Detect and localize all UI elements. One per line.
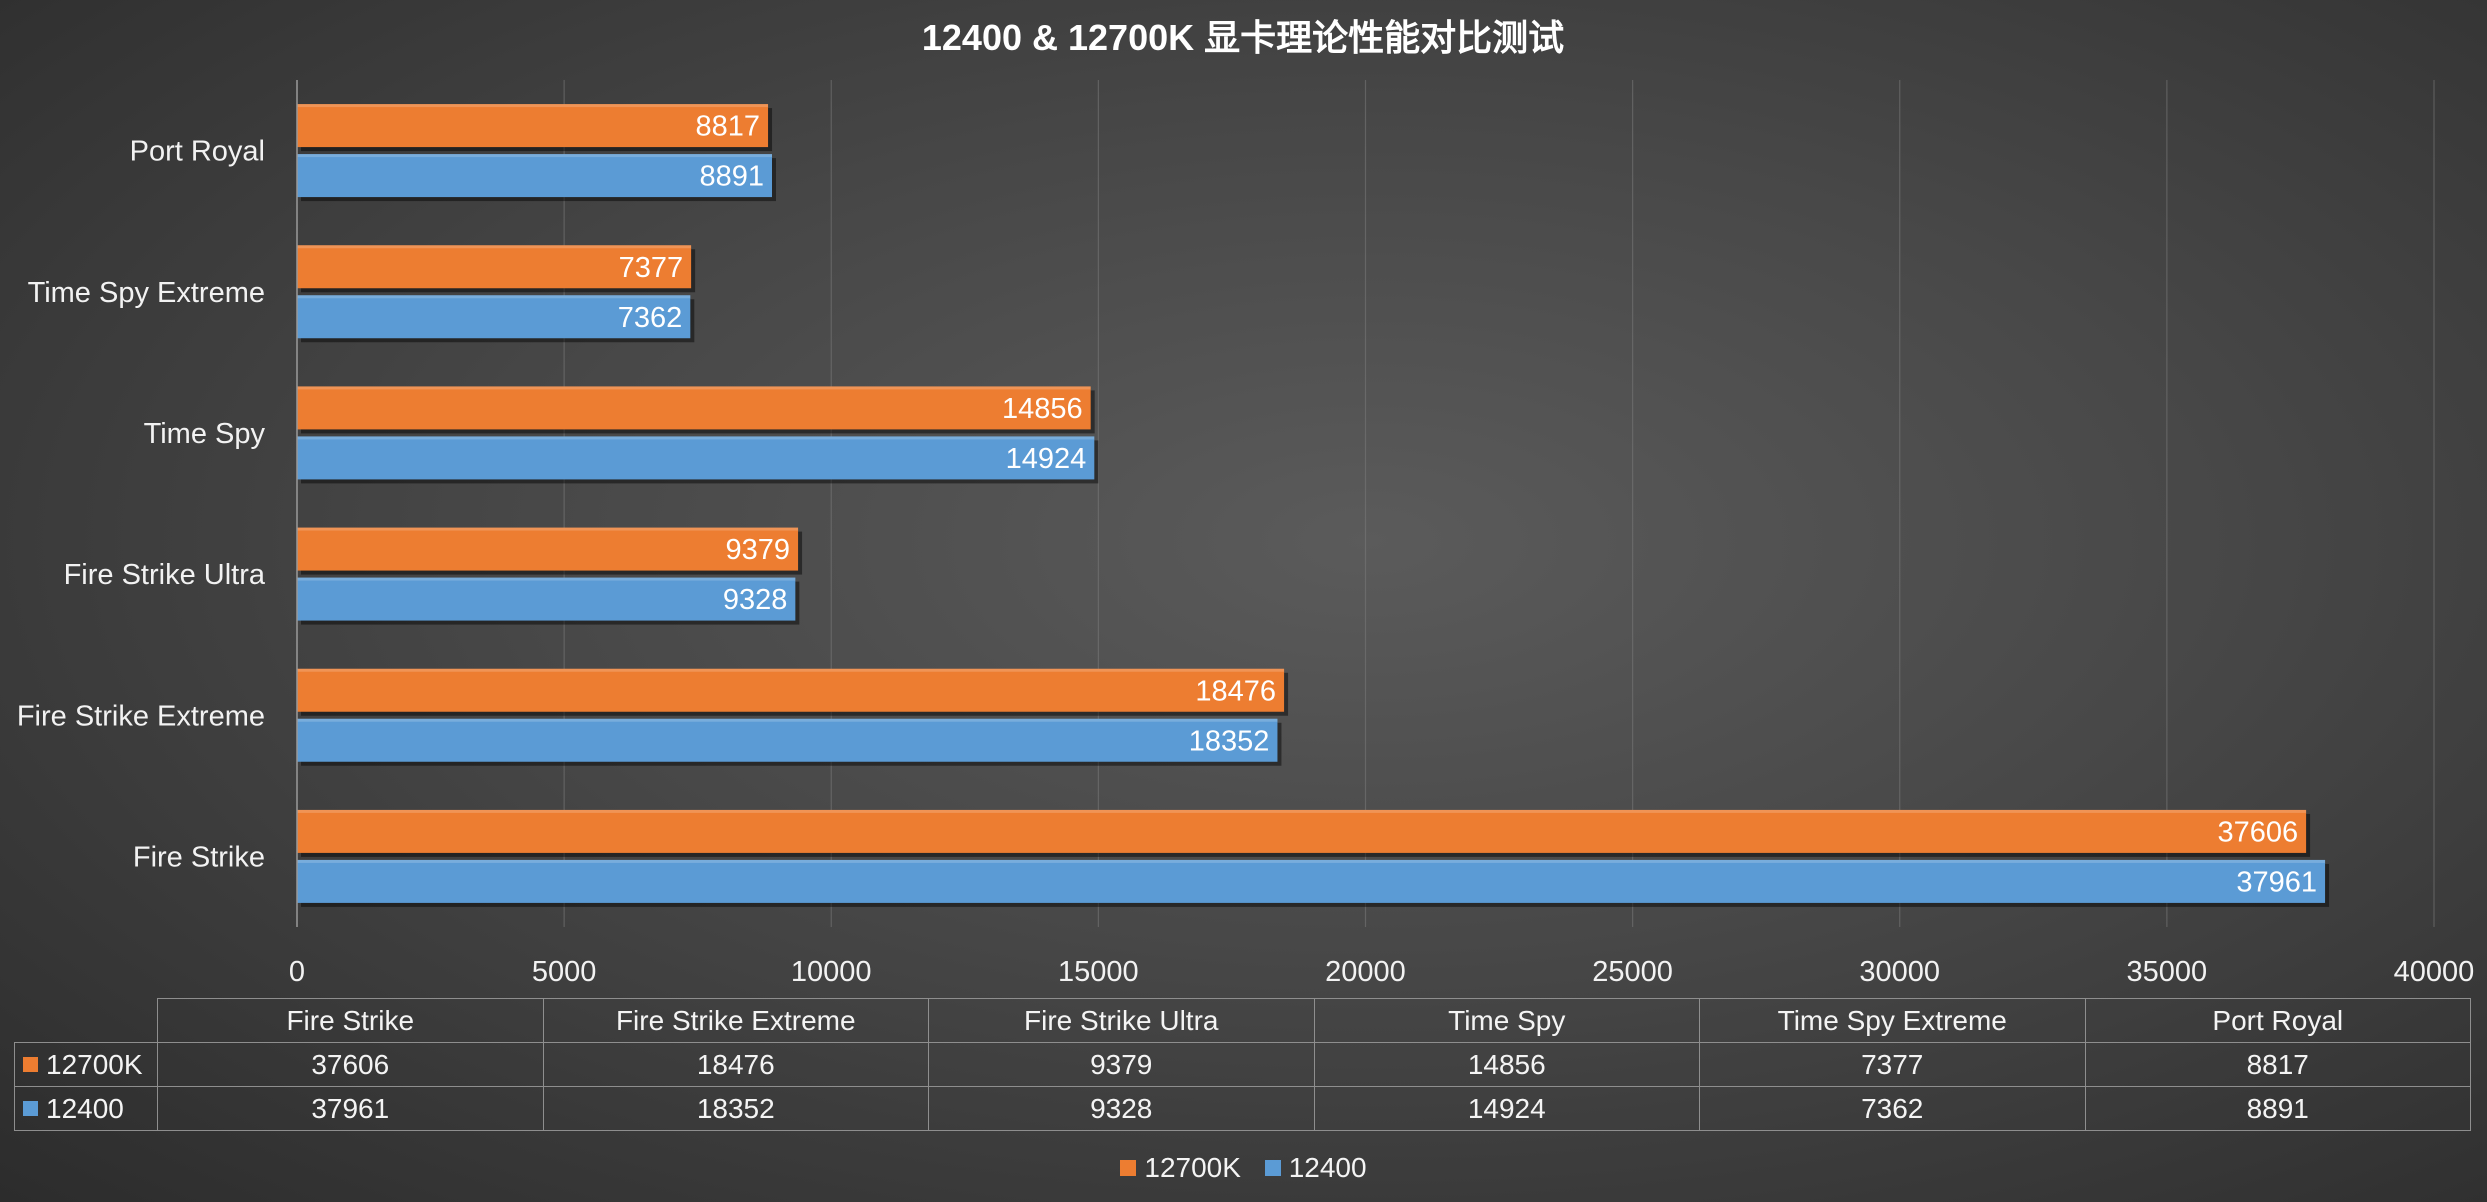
data-labels: 37606 37961 18476 18352 9379 9328 14856 14924 73… <box>618 111 2317 899</box>
bar-highlight <box>297 809 2307 813</box>
bar-highlight <box>297 104 769 108</box>
legend-key <box>1264 1159 1281 1176</box>
data-table-series-name: 12400 <box>46 1092 124 1124</box>
category-labels: Fire Strike Fire Strike Extreme Fire Strik… <box>17 136 266 874</box>
data-table-row: 12400 37961 18352 9328 14924 7362 8891 <box>14 1086 2471 1131</box>
data-table-cell: 7377 <box>1699 1042 2086 1087</box>
bar-12700K <box>297 668 1285 712</box>
legend-item: 12700K <box>1120 1152 1241 1184</box>
bar-value-label: 7362 <box>618 302 683 334</box>
x-tick-label: 40000 <box>2394 956 2475 988</box>
data-table: Fire Strike Fire Strike Extreme Fire Str… <box>14 998 2471 1131</box>
x-tick-label: 20000 <box>1325 956 1406 988</box>
x-tick-label: 15000 <box>1058 956 1139 988</box>
data-table-cell: 7362 <box>1699 1086 2086 1131</box>
legend-key <box>23 1100 38 1116</box>
data-table-cell: 18476 <box>542 1042 929 1087</box>
bar-value-label: 14856 <box>1002 393 1083 425</box>
bar-highlight <box>297 668 1285 672</box>
bar-value-label: 18352 <box>1189 725 1270 757</box>
bar-highlight <box>297 386 1091 390</box>
legend-key <box>1120 1159 1137 1176</box>
data-table-cell: 14924 <box>1313 1086 1700 1131</box>
category-label: Fire Strike Extreme <box>17 700 265 732</box>
bar-highlight <box>297 154 773 158</box>
data-table-series-cell: 12700K <box>14 1042 158 1087</box>
bar-12700K <box>297 245 692 289</box>
x-tick-label: 30000 <box>1859 956 1940 988</box>
category-label: Fire Strike Ultra <box>64 559 266 591</box>
bar-12400 <box>297 436 1095 480</box>
bar-value-label: 8891 <box>699 161 764 193</box>
data-table-cell: 14856 <box>1313 1042 1700 1087</box>
data-table-header: Fire Strike Ultra <box>928 998 1315 1043</box>
legend-key <box>23 1056 38 1072</box>
x-tick-label: 5000 <box>532 956 597 988</box>
bars <box>297 104 2330 907</box>
bar-12700K <box>297 809 2307 853</box>
data-table-series-cell: 12400 <box>14 1086 158 1131</box>
data-table-series-name: 12700K <box>46 1048 143 1080</box>
bar-value-label: 37606 <box>2217 816 2298 848</box>
x-tick-label: 25000 <box>1592 956 1673 988</box>
category-label: Port Royal <box>130 136 265 168</box>
data-table-header: Fire Strike Extreme <box>542 998 929 1043</box>
bar-value-label: 18476 <box>1195 675 1276 707</box>
bar-12400 <box>297 577 796 621</box>
category-label: Fire Strike <box>133 841 265 873</box>
data-table-header-row: Fire Strike Fire Strike Extreme Fire Str… <box>14 998 2471 1043</box>
bar-highlight <box>297 245 692 249</box>
data-table-header: Time Spy Extreme <box>1699 998 2086 1043</box>
legend-label: 12400 <box>1288 1152 1367 1183</box>
data-table-cell: 37961 <box>157 1086 544 1131</box>
bar-value-label: 14924 <box>1006 443 1087 475</box>
bar-highlight <box>297 295 691 299</box>
legend: 12700K 12400 <box>0 1152 2487 1184</box>
gridlines <box>563 80 2435 927</box>
bar-value-label: 9379 <box>726 534 791 566</box>
bar-highlight <box>297 527 799 531</box>
data-table-cell: 18352 <box>542 1086 929 1131</box>
data-table-header: Fire Strike <box>157 998 544 1043</box>
bar-highlight <box>297 577 796 581</box>
bar-12700K <box>297 104 769 148</box>
bar-12400 <box>297 718 1278 762</box>
x-axis-ticks: 0 5000 10000 15000 20000 25000 30000 35000 40000 <box>289 956 2474 988</box>
bar-value-label: 9328 <box>723 584 788 616</box>
bar-12700K <box>297 386 1091 430</box>
bar-12700K <box>297 527 799 571</box>
data-table-cell: 37606 <box>157 1042 544 1087</box>
x-tick-label: 0 <box>289 956 305 988</box>
data-table-corner <box>14 998 158 1043</box>
bar-12400 <box>297 859 2326 903</box>
bar-value-label: 7377 <box>619 252 684 284</box>
bar-highlight <box>297 436 1095 440</box>
bar-value-label: 8817 <box>696 111 761 143</box>
bar-12400 <box>297 154 773 198</box>
legend-label: 12700K <box>1144 1152 1241 1183</box>
data-table-row: 12700K 37606 18476 9379 14856 7377 8817 <box>14 1042 2471 1087</box>
bar-value-label: 37961 <box>2236 866 2317 898</box>
data-table-cell: 8891 <box>2084 1086 2471 1131</box>
data-table-cell: 8817 <box>2084 1042 2471 1087</box>
data-table-header: Time Spy <box>1313 998 1700 1043</box>
legend-item: 12400 <box>1264 1152 1367 1184</box>
bar-highlight <box>297 859 2326 863</box>
data-table-cell: 9328 <box>928 1086 1315 1131</box>
category-label: Time Spy Extreme <box>28 277 265 309</box>
bar-highlight <box>297 718 1278 722</box>
x-tick-label: 10000 <box>791 956 872 988</box>
data-table-cell: 9379 <box>928 1042 1315 1087</box>
bar-12400 <box>297 295 691 339</box>
x-tick-label: 35000 <box>2127 956 2208 988</box>
data-table-header: Port Royal <box>2084 998 2471 1043</box>
category-label: Time Spy <box>144 418 266 450</box>
chart-title: 12400 & 12700K 显卡理论性能对比测试 <box>922 17 1564 58</box>
